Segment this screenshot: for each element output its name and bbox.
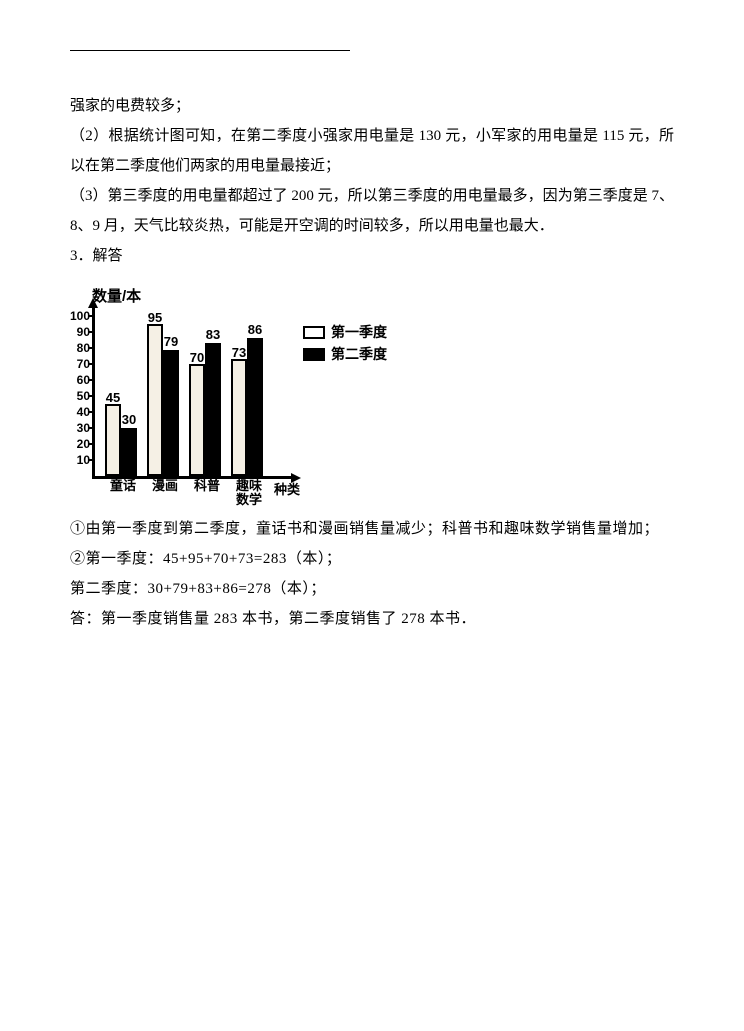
x-category-label: 科普 xyxy=(186,479,228,508)
legend-label-q2: 第二季度 xyxy=(331,344,387,364)
x-axis-arrow xyxy=(291,473,301,483)
y-tick: 100 xyxy=(70,308,90,324)
x-axis-labels: 童话漫画科普趣味数学 xyxy=(102,479,270,508)
bar-group: 4530 xyxy=(105,404,137,476)
y-axis-title: 数量/本 xyxy=(92,285,410,306)
y-tick: 20 xyxy=(77,436,90,452)
paragraph-1: 强家的电费较多； xyxy=(70,91,674,121)
bar-q2: 30 xyxy=(121,428,137,476)
legend-swatch-black xyxy=(303,348,325,361)
x-axis-row: 童话漫画科普趣味数学 种类 xyxy=(70,479,410,508)
top-rule xyxy=(70,50,350,51)
bar-q2: 86 xyxy=(247,338,263,476)
bar-q1: 70 xyxy=(189,364,205,476)
y-tick: 60 xyxy=(77,372,90,388)
paragraph-3: （3）第三季度的用电量都超过了 200 元，所以第三季度的用电量最多，因为第三季… xyxy=(70,181,674,241)
bar-value-label: 83 xyxy=(206,327,220,342)
bars-container: 4530957970837386 xyxy=(95,308,291,476)
y-tick: 90 xyxy=(77,324,90,340)
y-tick: 30 xyxy=(77,420,90,436)
bar-q1: 73 xyxy=(231,359,247,476)
x-category-label: 趣味数学 xyxy=(228,479,270,508)
legend-label-q1: 第一季度 xyxy=(331,322,387,342)
bar-value-label: 95 xyxy=(148,310,162,325)
bar-q2: 83 xyxy=(205,343,221,476)
y-tick: 80 xyxy=(77,340,90,356)
paragraph-7: 第二季度：30+79+83+86=278（本）； xyxy=(70,574,674,604)
bar-value-label: 79 xyxy=(164,334,178,349)
bar-q2: 79 xyxy=(163,350,179,476)
y-axis-arrow xyxy=(88,298,98,308)
page: 强家的电费较多； （2）根据统计图可知，在第二季度小强家用电量是 130 元，小… xyxy=(0,0,744,684)
x-category-label: 漫画 xyxy=(144,479,186,508)
bar-value-label: 30 xyxy=(122,412,136,427)
plot-area: 4530957970837386 xyxy=(92,308,291,479)
paragraph-8: 答：第一季度销售量 283 本书，第二季度销售了 278 本书． xyxy=(70,604,674,634)
bar-group: 9579 xyxy=(147,324,179,476)
y-tick: 10 xyxy=(77,452,90,468)
bar-group: 7386 xyxy=(231,338,263,476)
y-tick: 70 xyxy=(77,356,90,372)
legend: 第一季度 第二季度 xyxy=(303,322,387,366)
paragraph-4: 3．解答 xyxy=(70,241,674,271)
bar-chart: 数量/本 100 90 80 70 60 50 40 30 20 10 4530… xyxy=(70,285,410,508)
x-category-label: 童话 xyxy=(102,479,144,508)
bar-group: 7083 xyxy=(189,343,221,476)
bar-value-label: 73 xyxy=(232,345,246,360)
bar-q1: 45 xyxy=(105,404,121,476)
bar-value-label: 86 xyxy=(248,322,262,337)
y-tick: 40 xyxy=(77,404,90,420)
bar-value-label: 45 xyxy=(106,390,120,405)
legend-row-q2: 第二季度 xyxy=(303,344,387,364)
paragraph-6: ②第一季度：45+95+70+73=283（本）； xyxy=(70,544,674,574)
paragraph-2: （2）根据统计图可知，在第二季度小强家用电量是 130 元，小军家的用电量是 1… xyxy=(70,121,674,181)
legend-row-q1: 第一季度 xyxy=(303,322,387,342)
bar-q1: 95 xyxy=(147,324,163,476)
paragraph-5: ①由第一季度到第二季度，童话书和漫画销售量减少；科普书和趣味数学销售量增加； xyxy=(70,514,674,544)
y-axis-labels: 100 90 80 70 60 50 40 30 20 10 xyxy=(70,308,90,468)
bar-value-label: 70 xyxy=(190,350,204,365)
legend-swatch-white xyxy=(303,326,325,339)
y-tick: 50 xyxy=(77,388,90,404)
chart-area: 100 90 80 70 60 50 40 30 20 10 453095797… xyxy=(70,308,410,479)
